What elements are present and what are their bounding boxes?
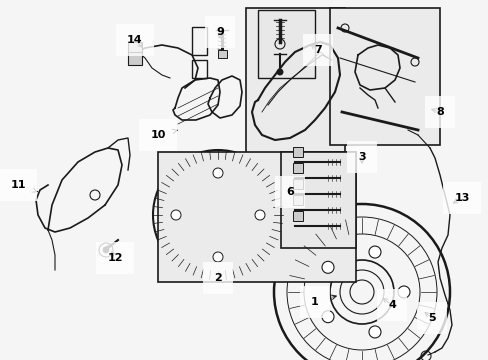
Text: 6: 6	[285, 187, 293, 197]
Text: 13: 13	[452, 193, 469, 203]
Text: 1: 1	[310, 295, 336, 307]
Text: 7: 7	[310, 44, 321, 55]
Bar	[292, 211, 303, 221]
Text: 12: 12	[107, 251, 122, 263]
Circle shape	[103, 247, 109, 253]
Text: 14: 14	[127, 35, 142, 47]
Bar	[192, 60, 206, 78]
Text: 9: 9	[216, 27, 224, 38]
Text: 10: 10	[150, 129, 177, 140]
Circle shape	[368, 246, 380, 258]
Circle shape	[213, 168, 223, 178]
Circle shape	[171, 210, 181, 220]
Bar	[258, 10, 314, 78]
Bar	[281, 152, 355, 248]
Circle shape	[397, 286, 409, 298]
Bar	[292, 147, 303, 157]
Bar	[292, 179, 303, 189]
Bar	[245, 8, 345, 188]
Circle shape	[276, 69, 283, 75]
Circle shape	[254, 210, 264, 220]
Bar	[158, 152, 355, 282]
Circle shape	[322, 261, 333, 273]
Bar	[269, 100, 299, 125]
Bar	[292, 195, 303, 205]
Text: 5: 5	[424, 312, 435, 323]
Bar	[292, 163, 303, 173]
Bar	[329, 8, 439, 145]
Bar	[128, 51, 142, 65]
Text: 4: 4	[382, 298, 395, 310]
Circle shape	[322, 311, 333, 323]
Bar	[307, 92, 332, 112]
Bar	[128, 42, 142, 52]
Circle shape	[368, 326, 380, 338]
Text: 3: 3	[357, 152, 365, 163]
Text: 2: 2	[214, 273, 222, 283]
Text: 11: 11	[10, 180, 37, 192]
Bar	[218, 50, 226, 58]
Bar	[192, 27, 206, 55]
Circle shape	[213, 252, 223, 262]
Text: 8: 8	[431, 107, 443, 117]
